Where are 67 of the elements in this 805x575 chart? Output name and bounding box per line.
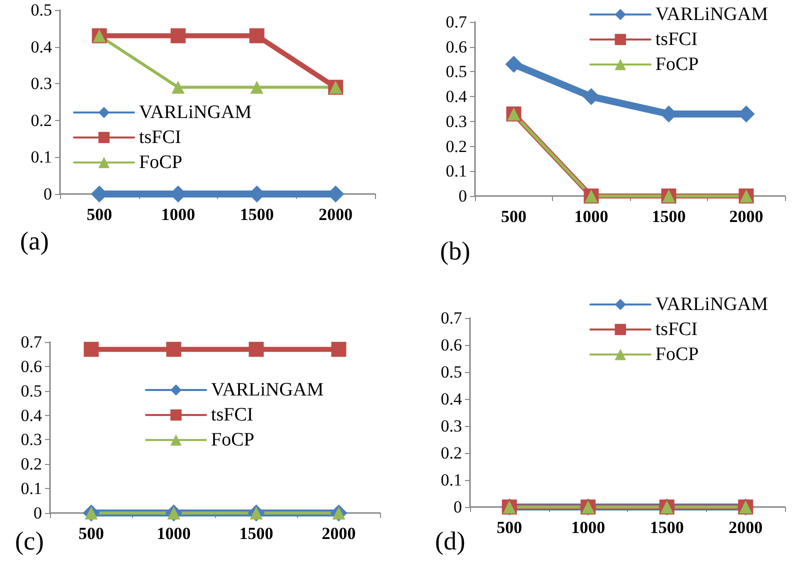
text: (d) bbox=[435, 526, 466, 556]
x-tick-label: 1000 bbox=[161, 205, 196, 224]
y-tick-label: 0 bbox=[458, 186, 467, 206]
legend-label: VARLiNGAM bbox=[655, 294, 768, 315]
y-tick-label: 0.7 bbox=[446, 12, 468, 32]
y-tick-label: 0.1 bbox=[440, 470, 462, 490]
y-tick-label: 0.1 bbox=[20, 479, 42, 498]
legend-label: tsFCI bbox=[655, 319, 698, 340]
x-tick-label: 1500 bbox=[652, 207, 686, 226]
x-tick-label: 1500 bbox=[239, 524, 274, 543]
x-tick-label: 2000 bbox=[729, 207, 764, 226]
y-tick-label: 0.1 bbox=[30, 148, 52, 167]
point bbox=[505, 56, 522, 73]
y-tick-label: 0 bbox=[44, 184, 52, 204]
x-tick-label: 1000 bbox=[571, 518, 606, 537]
y-tick-label: 0.5 bbox=[20, 381, 42, 400]
y-tick-label: 0.6 bbox=[446, 37, 467, 56]
y-tick-label: 0.5 bbox=[30, 0, 52, 20]
point bbox=[170, 28, 186, 44]
y-tick-label: 0.5 bbox=[440, 362, 462, 382]
y-tick-label: 0.2 bbox=[446, 136, 467, 156]
legend-label: FoCP bbox=[139, 152, 182, 173]
y-tick-label: 0.4 bbox=[30, 37, 52, 56]
y-tick-label: 0.2 bbox=[30, 110, 52, 130]
x-tick-label: 2000 bbox=[728, 518, 763, 537]
x-tick-label: 500 bbox=[501, 207, 526, 226]
y-tick-label: 0.7 bbox=[20, 332, 42, 352]
legend-label: tsFCI bbox=[655, 29, 698, 50]
y-tick-label: 0.3 bbox=[30, 74, 52, 94]
text: (a) bbox=[20, 226, 49, 256]
x-tick-label: 1000 bbox=[156, 524, 191, 543]
legend-label: VARLiNGAM bbox=[211, 380, 324, 400]
y-tick-label: 0.4 bbox=[446, 87, 468, 106]
x-tick-label: 1500 bbox=[240, 205, 274, 224]
y-tick-label: 0 bbox=[34, 504, 42, 522]
y-tick-label: 0.5 bbox=[446, 62, 467, 82]
x-tick-label: 1500 bbox=[650, 518, 684, 537]
text: (b) bbox=[440, 236, 470, 266]
point bbox=[250, 80, 264, 94]
y-tick-label: 0.6 bbox=[440, 336, 462, 354]
y-tick-label: 0.3 bbox=[20, 430, 42, 450]
legend-label: tsFCI bbox=[211, 404, 254, 426]
legend-label: VARLiNGAM bbox=[655, 4, 768, 25]
x-tick-label: 500 bbox=[86, 205, 112, 224]
y-tick-label: 0.2 bbox=[20, 454, 42, 474]
y-tick-label: 0.3 bbox=[446, 112, 467, 131]
x-tick-label: 500 bbox=[78, 524, 104, 543]
legend-label: tsFCI bbox=[139, 127, 182, 148]
x-tick-label: 500 bbox=[496, 518, 522, 537]
legend-label: FoCP bbox=[655, 54, 699, 75]
y-tick-label: 0.2 bbox=[440, 444, 462, 462]
legend-label: VARLiNGAM bbox=[139, 102, 252, 123]
y-tick-label: 0.1 bbox=[446, 162, 467, 181]
y-tick-label: 0.6 bbox=[20, 356, 42, 376]
text: (c) bbox=[15, 526, 44, 556]
point bbox=[172, 80, 185, 94]
y-tick-label: 0.7 bbox=[440, 308, 462, 328]
x-tick-label: 2000 bbox=[322, 524, 356, 543]
x-tick-label: 1000 bbox=[574, 207, 608, 226]
y-tick-label: 0.4 bbox=[440, 390, 462, 408]
y-tick-label: 0.3 bbox=[440, 416, 462, 436]
point bbox=[249, 28, 264, 44]
x-tick-label: 2000 bbox=[318, 205, 353, 224]
legend-label: FoCP bbox=[211, 430, 254, 450]
legend-label: FoCP bbox=[655, 344, 699, 365]
y-tick-label: 0.4 bbox=[20, 406, 42, 425]
y-tick-label: 0 bbox=[454, 498, 462, 516]
